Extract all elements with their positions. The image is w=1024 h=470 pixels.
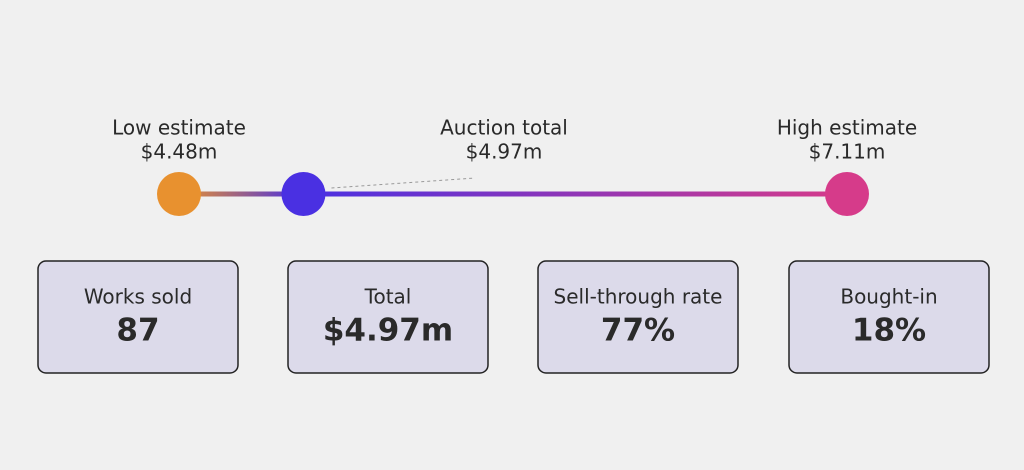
marker-value: $7.11m — [809, 140, 886, 164]
stat-card — [788, 260, 990, 374]
stat-label: Bought-in — [840, 285, 937, 309]
marker-value: $4.97m — [466, 140, 543, 164]
stat-value: 77% — [601, 313, 675, 349]
stat-label: Sell-through rate — [554, 285, 723, 309]
marker — [825, 172, 869, 216]
marker-value: $4.48m — [141, 140, 218, 164]
stat-value: 87 — [116, 313, 159, 349]
stat-card — [37, 260, 239, 374]
marker — [281, 172, 326, 216]
stat-card — [537, 260, 739, 374]
stat-label: Works sold — [84, 285, 192, 309]
marker-label: High estimate — [777, 116, 917, 140]
marker — [157, 172, 201, 216]
stat-value: $4.97m — [323, 313, 453, 349]
marker-label: Auction total — [440, 116, 568, 140]
stat-label: Total — [364, 285, 412, 309]
marker-label: Low estimate — [112, 116, 246, 140]
stat-value: 18% — [852, 313, 926, 349]
stat-card — [287, 260, 489, 374]
